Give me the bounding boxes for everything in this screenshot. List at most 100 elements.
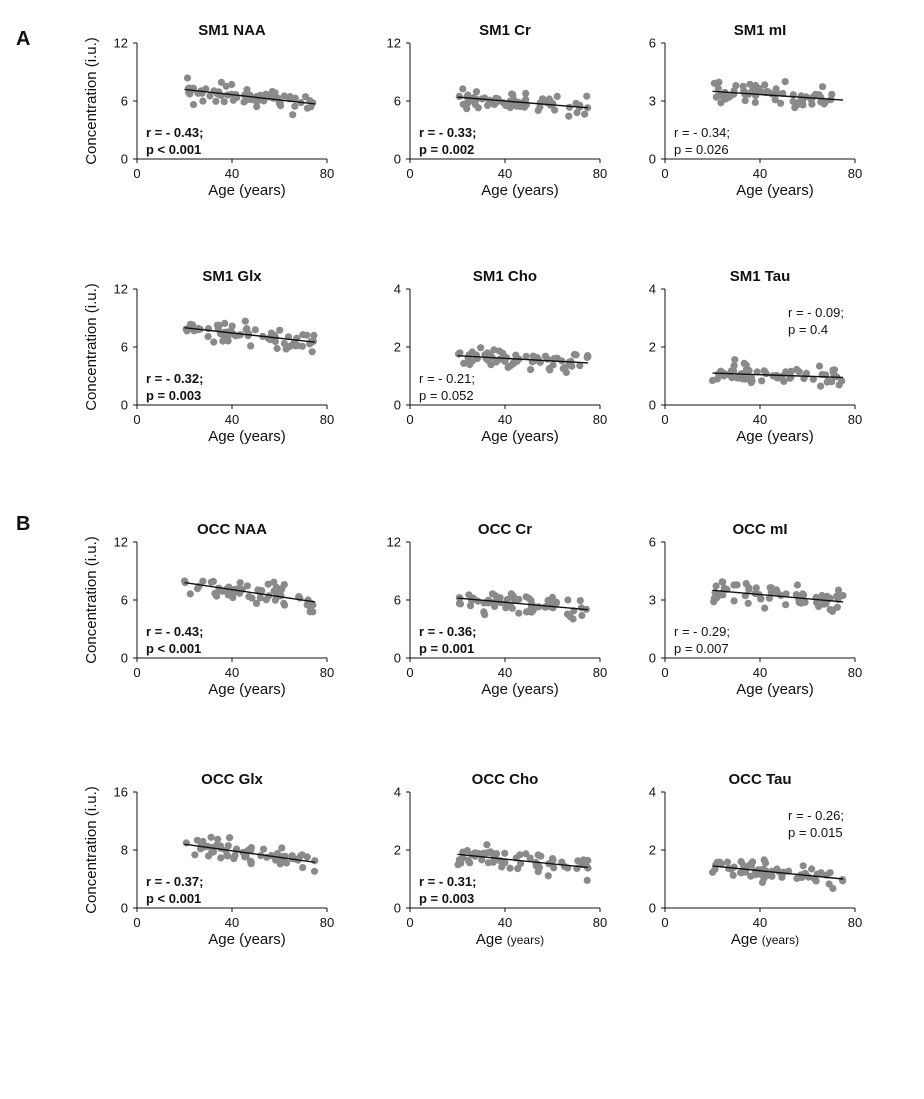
data-point (247, 342, 255, 350)
y-tick-label: 6 (394, 94, 401, 109)
data-point (264, 580, 272, 588)
data-point (717, 99, 725, 107)
panel-sm1-naa: SM1 NAA 0 6 12 0 40 80 Age (years) Concentration… (83, 22, 334, 199)
data-point (834, 586, 843, 594)
data-point (209, 577, 217, 586)
regression-line (457, 96, 589, 109)
data-point (229, 96, 237, 104)
x-axis-label: Age (years) (481, 681, 559, 698)
stat-p-value: p = 0.026 (674, 142, 729, 157)
y-tick-label: 3 (649, 593, 656, 608)
regression-line (184, 581, 316, 603)
data-point (271, 587, 279, 595)
data-point (183, 327, 191, 335)
data-point (833, 592, 841, 600)
data-point (459, 848, 467, 856)
data-point (215, 321, 223, 329)
stat-r-value: r = - 0.33; (419, 125, 476, 140)
data-point (278, 585, 286, 593)
data-point (730, 597, 738, 605)
y-tick-label: 2 (394, 340, 401, 355)
data-point (741, 97, 749, 105)
data-point (310, 867, 319, 875)
data-point (551, 106, 559, 114)
data-point (217, 854, 225, 862)
x-axis-label: Age (years) (208, 428, 286, 445)
scatter-points (454, 344, 592, 376)
data-point (757, 595, 765, 603)
stat-r-value: r = - 0.43; (146, 624, 203, 639)
data-point (573, 109, 581, 117)
x-tick-label: 0 (406, 166, 413, 181)
data-point (742, 367, 751, 375)
y-tick-label: 0 (121, 651, 128, 666)
x-axis-label: Age (years) (476, 931, 544, 948)
data-point (301, 93, 310, 101)
data-point (299, 331, 307, 339)
y-tick-label: 0 (121, 152, 128, 167)
data-point (527, 366, 535, 374)
data-point (472, 88, 481, 96)
x-tick-label: 40 (225, 166, 239, 181)
data-point (565, 112, 573, 120)
data-point (219, 331, 227, 339)
x-tick-label: 80 (593, 412, 607, 427)
data-point (189, 101, 198, 109)
stat-p-value: p = 0.002 (419, 142, 474, 157)
data-point (484, 101, 492, 109)
data-point (708, 376, 717, 385)
data-point (501, 357, 509, 365)
stat-r-value: r = - 0.37; (146, 874, 203, 889)
data-point (495, 347, 503, 355)
data-point (817, 382, 825, 390)
data-point (276, 326, 284, 334)
y-tick-label: 0 (649, 398, 656, 413)
data-point (789, 97, 797, 105)
data-point (752, 584, 760, 592)
data-point (812, 877, 820, 885)
y-tick-label: 4 (394, 282, 401, 297)
data-point (512, 351, 520, 359)
data-point (833, 603, 842, 611)
data-point (229, 594, 237, 602)
data-point (760, 367, 768, 375)
data-point (522, 352, 530, 360)
data-point (514, 865, 522, 873)
data-point (758, 878, 767, 887)
chart-title: OCC NAA (197, 521, 267, 538)
x-tick-label: 40 (753, 166, 767, 181)
data-point (795, 368, 803, 376)
x-tick-label: 40 (498, 915, 512, 930)
y-tick-label: 2 (394, 843, 401, 858)
x-axis-label: Age (years) (481, 182, 559, 199)
data-point (486, 351, 494, 359)
data-point (576, 362, 584, 370)
data-point (459, 85, 467, 93)
x-tick-label: 0 (133, 166, 140, 181)
data-point (771, 96, 779, 104)
data-point (712, 93, 721, 101)
data-point (289, 111, 297, 119)
data-point (270, 578, 278, 586)
data-point (303, 853, 311, 861)
data-point (209, 848, 217, 856)
y-tick-label: 6 (649, 36, 656, 51)
scatter-points (709, 856, 847, 893)
data-point (839, 591, 847, 600)
data-point (710, 594, 718, 602)
data-point (525, 594, 533, 602)
data-point (572, 351, 580, 359)
data-point (510, 99, 518, 107)
data-point (231, 851, 239, 859)
x-tick-label: 0 (661, 412, 668, 427)
data-point (548, 593, 557, 602)
data-point (188, 321, 197, 329)
data-point (184, 85, 192, 93)
data-point (496, 599, 505, 607)
data-point (745, 586, 753, 594)
data-point (228, 80, 236, 89)
data-point (309, 99, 317, 107)
data-point (826, 869, 834, 877)
section-label-a: A (16, 28, 30, 50)
data-point (777, 99, 785, 107)
